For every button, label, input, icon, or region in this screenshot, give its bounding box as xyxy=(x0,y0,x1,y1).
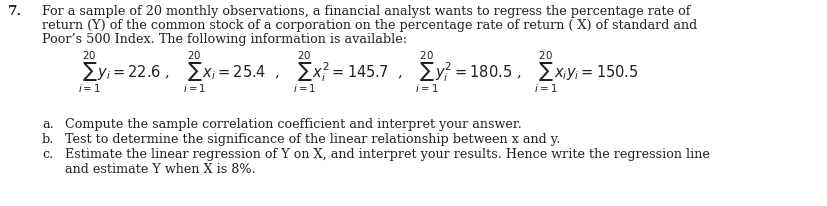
Text: 7.: 7. xyxy=(8,5,22,18)
Text: Compute the sample correlation coefficient and interpret your answer.: Compute the sample correlation coefficie… xyxy=(65,117,521,130)
Text: a.: a. xyxy=(42,117,54,130)
Text: b.: b. xyxy=(42,132,55,145)
Text: c.: c. xyxy=(42,147,53,160)
Text: Poor’s 500 Index. The following information is available:: Poor’s 500 Index. The following informat… xyxy=(42,33,407,46)
Text: return (Y) of the common stock of a corporation on the percentage rate of return: return (Y) of the common stock of a corp… xyxy=(42,19,696,32)
Text: Test to determine the significance of the linear relationship between x and y.: Test to determine the significance of th… xyxy=(65,132,560,145)
Text: and estimate Y when X is 8%.: and estimate Y when X is 8%. xyxy=(65,162,256,175)
Text: Estimate the linear regression of Y on X, and interpret your results. Hence writ: Estimate the linear regression of Y on X… xyxy=(65,147,709,160)
Text: $\sum_{i=1}^{20}\! y_i = 22.6$ ,   $\sum_{i=1}^{20}\! x_i = 25.4$  ,   $\sum_{i=: $\sum_{i=1}^{20}\! y_i = 22.6$ , $\sum_{… xyxy=(78,50,638,95)
Text: For a sample of 20 monthly observations, a financial analyst wants to regress th: For a sample of 20 monthly observations,… xyxy=(42,5,690,18)
